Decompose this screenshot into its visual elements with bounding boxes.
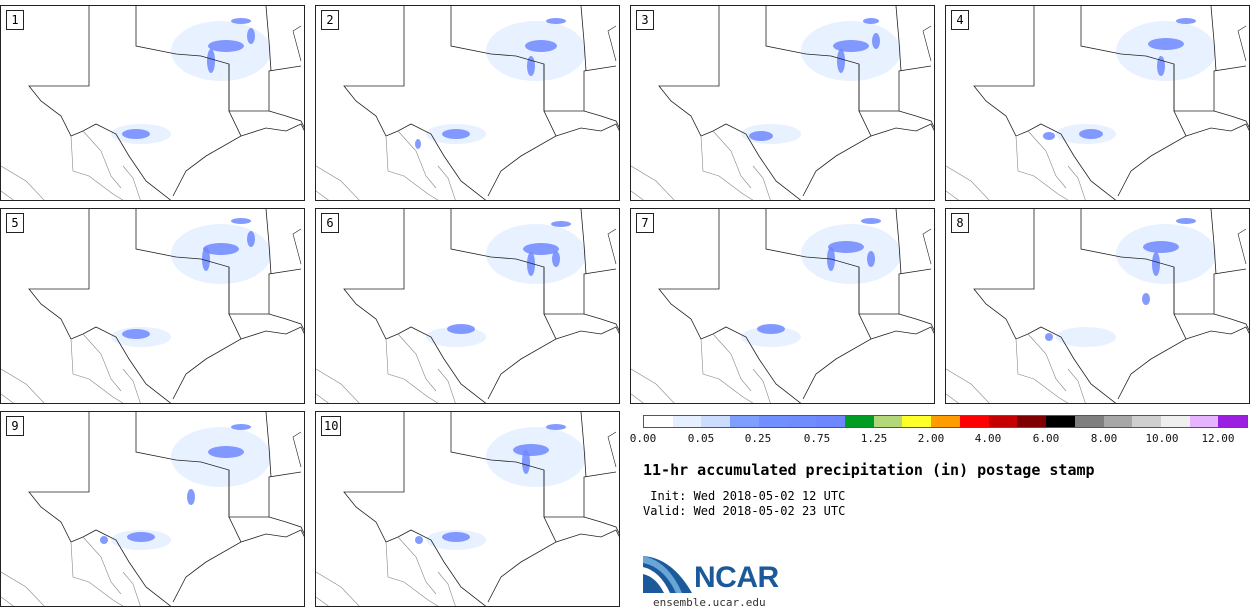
texas-basemap (1, 6, 304, 200)
colorbar-bin (730, 416, 759, 427)
colorbar-tick-label: 0.00 (629, 432, 657, 445)
colorbar-bin (1074, 416, 1104, 427)
colorbar-tick-label: 4.00 (974, 432, 1002, 445)
colorbar-bin (701, 416, 731, 427)
colorbar-bin (931, 416, 960, 427)
member-label: 9 (6, 416, 24, 436)
texas-basemap (316, 6, 619, 200)
colorbar-bin (1218, 416, 1248, 427)
colorbar-bin (758, 416, 788, 427)
member-label: 2 (321, 10, 339, 30)
member-label: 3 (636, 10, 654, 30)
colorbar-tick-label: 10.00 (1145, 432, 1179, 445)
colorbar-bin (787, 416, 817, 427)
member-label: 1 (6, 10, 24, 30)
member-label: 5 (6, 213, 24, 233)
colorbar-bin (959, 416, 989, 427)
colorbar-tick-label: 0.75 (803, 432, 831, 445)
colorbar-tick-label: 12.00 (1201, 432, 1235, 445)
colorbar-tick-label: 0.05 (687, 432, 715, 445)
colorbar-bin (1132, 416, 1161, 427)
ncar-logo-text: NCAR (694, 561, 779, 594)
member-label: 6 (321, 213, 339, 233)
colorbar-bin (1046, 416, 1075, 427)
member-label: 4 (951, 10, 969, 30)
texas-basemap (631, 209, 934, 403)
plot-title: 11-hr accumulated precipitation (in) pos… (643, 461, 1095, 479)
colorbar-tick-label: 6.00 (1032, 432, 1060, 445)
postage-stamp-panel: 9 (0, 411, 305, 607)
postage-stamp-panel: 8 (945, 208, 1250, 404)
colorbar-bin (873, 416, 903, 427)
postage-stamp-panel: 7 (630, 208, 935, 404)
ensemble-url: ensemble.ucar.edu (653, 596, 766, 609)
texas-basemap (1, 412, 304, 606)
texas-basemap (316, 209, 619, 403)
postage-stamp-panel: 4 (945, 5, 1250, 201)
postage-stamp-panel: 6 (315, 208, 620, 404)
ncar-logo-icon (643, 556, 692, 593)
colorbar-bin (816, 416, 846, 427)
texas-basemap (946, 209, 1249, 403)
texas-basemap (631, 6, 934, 200)
postage-stamp-panel: 2 (315, 5, 620, 201)
precip-colorbar (643, 415, 1248, 428)
postage-stamp-panel: 5 (0, 208, 305, 404)
colorbar-tick-label: 1.25 (860, 432, 888, 445)
colorbar-bin (644, 416, 673, 427)
postage-stamp-panel: 1 (0, 5, 305, 201)
texas-basemap (316, 412, 619, 606)
init-time: Init: Wed 2018-05-02 12 UTC (643, 489, 846, 503)
postage-stamp-panel: 3 (630, 5, 935, 201)
colorbar-bin (1103, 416, 1133, 427)
colorbar-bin (1189, 416, 1219, 427)
member-label: 8 (951, 213, 969, 233)
colorbar-bin (1160, 416, 1190, 427)
valid-time: Valid: Wed 2018-05-02 23 UTC (643, 504, 846, 518)
colorbar-bin (988, 416, 1018, 427)
member-label: 10 (321, 416, 342, 436)
postage-stamp-panel: 10 (315, 411, 620, 607)
colorbar-bin (902, 416, 932, 427)
colorbar-tick-labels: 0.00 0.05 0.25 0.75 1.25 2.00 4.00 6.00 8.00 10.0… (630, 432, 1256, 448)
colorbar-tick-label: 0.25 (744, 432, 772, 445)
member-label: 7 (636, 213, 654, 233)
colorbar-bin (1017, 416, 1047, 427)
texas-basemap (1, 209, 304, 403)
colorbar-bin (845, 416, 874, 427)
colorbar-tick-label: 8.00 (1090, 432, 1118, 445)
colorbar-tick-label: 2.00 (917, 432, 945, 445)
texas-basemap (946, 6, 1249, 200)
colorbar-bin (672, 416, 702, 427)
